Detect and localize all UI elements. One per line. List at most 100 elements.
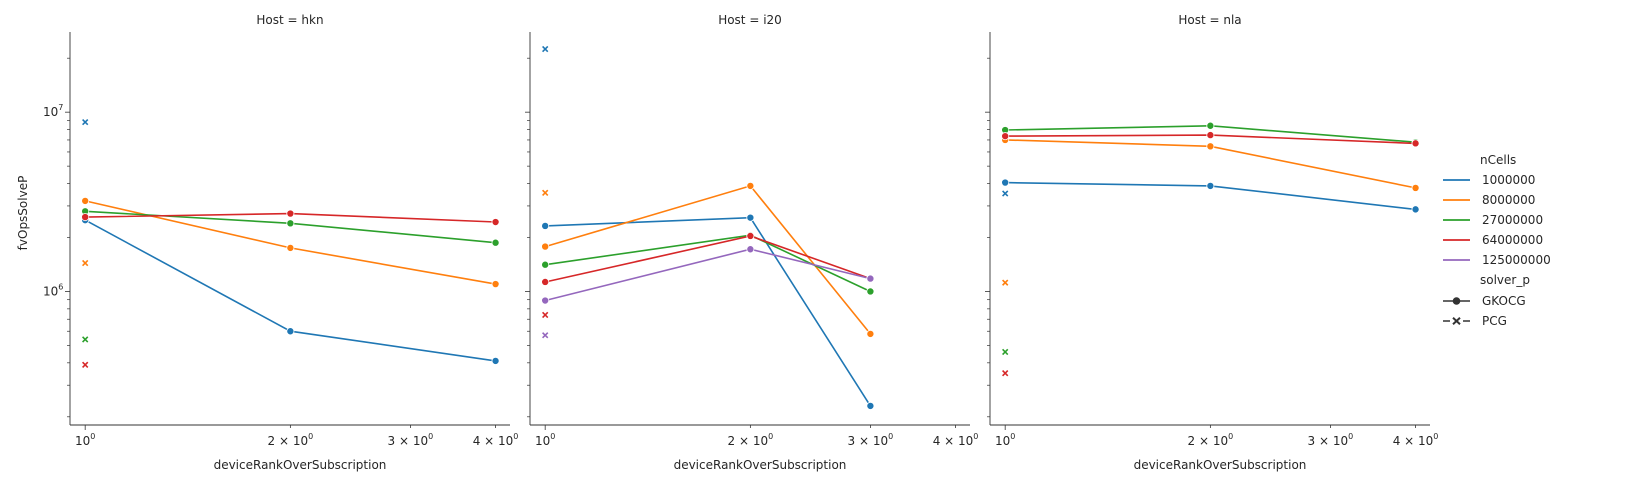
- x-tick-exp: 0: [1433, 432, 1438, 441]
- data-point: [491, 356, 500, 365]
- x-tick-base: 2 × 10: [1188, 434, 1229, 448]
- data-point: [81, 196, 90, 205]
- x-marker-stroke: [542, 45, 549, 53]
- data-point: [286, 219, 295, 228]
- facet-title-host: i20: [763, 13, 782, 27]
- data-point: [746, 245, 755, 254]
- x-tick-label: 3 × 100: [848, 432, 894, 448]
- data-point: [286, 327, 295, 336]
- series-64000000-pcg: [82, 361, 89, 368]
- x-marker-stroke: [1002, 279, 1009, 286]
- x-tick-exp: 0: [973, 432, 978, 441]
- series-1000000-pcg: [542, 45, 549, 53]
- x-tick-exp: 0: [90, 432, 95, 441]
- data-point: [1206, 131, 1215, 140]
- data-point-x: [542, 332, 549, 339]
- x-tick-label: 4 × 100: [473, 432, 519, 448]
- data-point: [866, 329, 875, 338]
- data-point-x: [1002, 348, 1009, 356]
- legend-x-marker: [1452, 317, 1461, 325]
- legend-label: PCG: [1482, 314, 1507, 328]
- data-point-x: [542, 189, 549, 196]
- data-point-x: [82, 259, 89, 267]
- x-tick-label: 4 × 100: [1393, 432, 1439, 448]
- data-point: [286, 243, 295, 252]
- series-1000000-gkocg: [541, 213, 875, 410]
- x-marker-stroke: [82, 336, 89, 343]
- x-tick-base: 4 × 10: [933, 434, 974, 448]
- x-tick-base: 10: [75, 434, 90, 448]
- x-tick-label: 100: [75, 432, 95, 448]
- legend-hue-title: nCells: [1480, 153, 1516, 167]
- x-tick-base: 2 × 10: [268, 434, 309, 448]
- series-125000000-gkocg: [541, 245, 875, 305]
- data-point: [1411, 139, 1420, 148]
- x-marker-stroke: [1002, 190, 1009, 197]
- series-line: [545, 235, 871, 283]
- y-axis-label: fvOpsSolveP: [16, 176, 30, 251]
- y-tick-label: 106: [43, 282, 63, 298]
- x-tick-base: 3 × 10: [848, 434, 889, 448]
- data-point-x: [542, 311, 549, 319]
- series-64000000-gkocg: [81, 209, 500, 227]
- x-tick-base: 4 × 10: [1393, 434, 1434, 448]
- series-64000000-gkocg: [1001, 131, 1420, 148]
- legend-item-pcg: PCG: [1443, 314, 1507, 328]
- series-8000000-pcg: [82, 259, 89, 267]
- data-point: [491, 238, 500, 247]
- legend-item-gkocg: GKOCG: [1443, 294, 1526, 308]
- y-tick-base: 10: [43, 284, 58, 298]
- x-tick-exp: 0: [428, 432, 433, 441]
- data-point-x: [1002, 190, 1009, 197]
- data-point: [541, 260, 550, 269]
- x-marker-stroke: [82, 361, 89, 368]
- x-axis-label: deviceRankOverSubscription: [674, 458, 847, 472]
- facet-title-prefix: Host =: [256, 13, 301, 27]
- legend-item-64000000: 64000000: [1443, 233, 1543, 247]
- facet-title-host: nla: [1223, 13, 1241, 27]
- x-marker-stroke: [82, 259, 89, 267]
- facet-title-prefix: Host =: [718, 13, 763, 27]
- data-point: [286, 209, 295, 218]
- x-marker-stroke: [542, 311, 549, 319]
- data-point-x: [1002, 279, 1009, 286]
- data-point: [866, 401, 875, 410]
- data-point-x: [82, 118, 89, 126]
- x-tick-base: 4 × 10: [473, 434, 514, 448]
- x-tick-label: 3 × 100: [388, 432, 434, 448]
- data-point: [1001, 132, 1010, 141]
- x-marker-stroke: [1002, 348, 1009, 356]
- x-marker-stroke: [82, 118, 89, 126]
- x-tick-exp: 0: [1228, 432, 1233, 441]
- x-tick-exp: 0: [888, 432, 893, 441]
- data-point: [866, 287, 875, 296]
- legend-item-1000000: 1000000: [1443, 173, 1535, 187]
- data-point: [746, 181, 755, 190]
- y-tick-base: 10: [43, 105, 58, 119]
- x-tick-exp: 0: [550, 432, 555, 441]
- legend-label: 27000000: [1482, 213, 1543, 227]
- series-27000000-gkocg: [541, 231, 875, 296]
- data-point: [491, 280, 500, 289]
- x-tick-label: 100: [535, 432, 555, 448]
- series-1000000-pcg: [82, 118, 89, 126]
- series-1000000-gkocg: [1001, 178, 1420, 214]
- series-125000000-pcg: [542, 332, 549, 339]
- series-27000000-pcg: [1002, 348, 1009, 356]
- x-axis-label: deviceRankOverSubscription: [214, 458, 387, 472]
- legend-label: 125000000: [1482, 253, 1551, 267]
- series-8000000-pcg: [542, 189, 549, 196]
- data-point: [1206, 142, 1215, 151]
- series-64000000-pcg: [542, 311, 549, 319]
- legend-circle-marker: [1452, 297, 1461, 305]
- x-tick-label: 3 × 100: [1308, 432, 1354, 448]
- series-8000000-gkocg: [541, 181, 875, 338]
- data-point: [491, 218, 500, 227]
- data-point-x: [82, 336, 89, 343]
- data-point: [541, 221, 550, 230]
- data-point: [81, 213, 90, 222]
- data-point: [866, 274, 875, 283]
